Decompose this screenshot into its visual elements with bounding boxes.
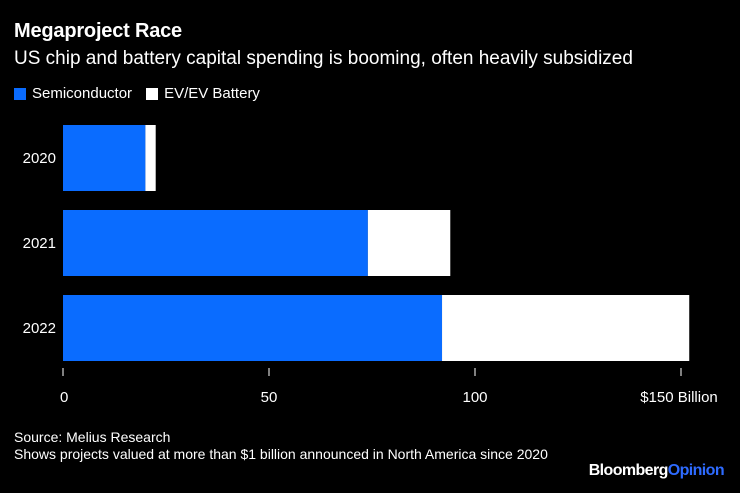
category-label-2020: 2020 (23, 150, 56, 167)
x-tick-label-0: 0 (60, 389, 68, 406)
logo-opinion: Opinion (667, 462, 725, 479)
bar-semiconductor-2022 (63, 295, 443, 361)
legend-item-ev: EV/EV Battery (146, 85, 260, 102)
bar-ev-ev-battery-2021 (367, 210, 451, 276)
logo-bloomberg: Bloomberg (588, 462, 669, 479)
bar-ev-ev-battery-2020 (145, 125, 156, 191)
x-tick-label-50: 50 (261, 389, 278, 406)
category-label-2022: 2022 (23, 320, 56, 337)
chart-title: Megaproject Race (14, 20, 182, 42)
legend-swatch-ev (146, 87, 159, 100)
chart-subtitle: US chip and battery capital spending is … (14, 48, 633, 69)
footer: Source: Melius Research Shows projects v… (14, 429, 574, 463)
x-tick-label-100: 100 (462, 389, 487, 406)
bloomberg-opinion-logo: BloombergOpinion (588, 462, 725, 480)
category-label-2021: 2021 (23, 235, 56, 252)
legend: Semiconductor EV/EV Battery (14, 85, 274, 102)
legend-label-semiconductor: Semiconductor (32, 85, 133, 102)
source-note: Source: Melius Research (14, 429, 171, 445)
legend-swatch-semiconductor (14, 87, 26, 100)
footnote: Shows projects valued at more than $1 bi… (14, 446, 548, 462)
bar-semiconductor-2020 (63, 125, 146, 191)
bar-ev-ev-battery-2022 (442, 295, 690, 361)
legend-item-semiconductor: Semiconductor (14, 85, 132, 102)
x-tick-label-150: $150 Billion (640, 389, 718, 406)
legend-label-ev: EV/EV Battery (164, 85, 260, 102)
bar-semiconductor-2021 (63, 210, 368, 276)
